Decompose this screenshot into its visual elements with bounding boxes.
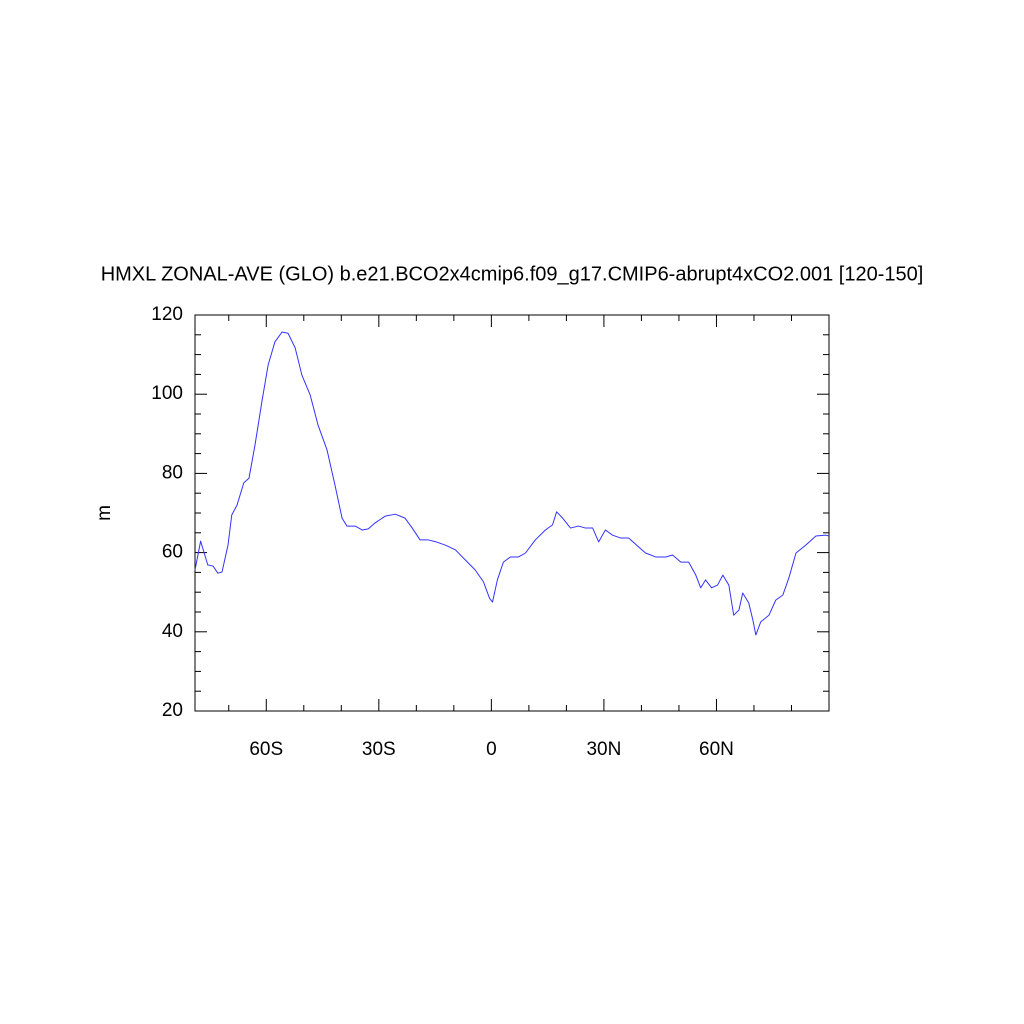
x-tick-label: 60S xyxy=(249,739,283,760)
plot-frame xyxy=(194,314,830,712)
y-tick-label: 60 xyxy=(162,542,183,563)
x-tick-label: 30S xyxy=(362,739,396,760)
y-tick-label: 80 xyxy=(162,462,183,483)
y-axis-label: m xyxy=(94,505,115,521)
data-line xyxy=(194,331,830,636)
y-tick-label: 100 xyxy=(151,383,183,404)
x-tick-label: 60N xyxy=(699,739,734,760)
x-tick-label: 30N xyxy=(586,739,621,760)
y-tick-label: 40 xyxy=(162,621,183,642)
x-tick-label: 0 xyxy=(486,739,497,760)
chart-title: HMXL ZONAL-AVE (GLO) b.e21.BCO2x4cmip6.f… xyxy=(101,263,924,285)
y-tick-label: 120 xyxy=(151,304,183,325)
y-tick-label: 20 xyxy=(162,700,183,721)
